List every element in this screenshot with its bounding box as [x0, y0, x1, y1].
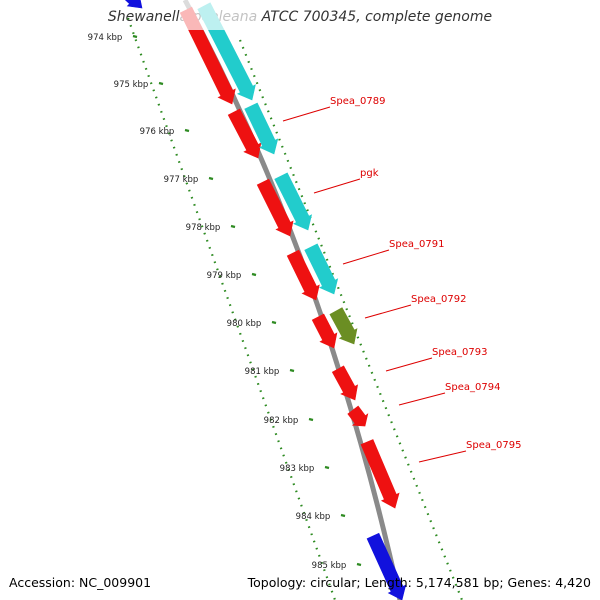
gene-label[interactable]: Spea_0789: [330, 96, 385, 107]
leader-line: [398, 392, 446, 406]
gene-label[interactable]: Spea_0794: [445, 382, 500, 393]
gene-label[interactable]: Spea_0793: [432, 347, 487, 358]
tick-label: 975 kbp: [114, 80, 149, 90]
tick-mark: [251, 272, 257, 277]
tick-mark: [308, 417, 314, 422]
tick-mark: [356, 562, 362, 567]
gene-arrow-blue-0[interactable]: [108, 0, 143, 9]
tick-label: 977 kbp: [164, 175, 199, 185]
tick-dots-layer: [126, 17, 464, 600]
gene-arrow-blue-14[interactable]: [366, 532, 407, 600]
leader-line: [418, 450, 467, 463]
accession-text: Accession: NC_009901: [9, 575, 152, 590]
gene-label[interactable]: Spea_0795: [466, 440, 521, 451]
gene-label[interactable]: Spea_0791: [389, 239, 444, 250]
leader-line: [342, 249, 390, 265]
gene-arrow-cyan-6[interactable]: [274, 172, 313, 231]
genes-layer: [108, 0, 407, 600]
leader-line: [313, 178, 361, 194]
tick-label: 983 kbp: [280, 464, 315, 474]
tick-mark: [340, 513, 346, 518]
gene-arrow-olive-10[interactable]: [329, 307, 358, 345]
leader-line: [282, 106, 331, 122]
backbone-layer: [182, 0, 403, 600]
leader-line: [385, 357, 433, 372]
tick-mark: [132, 34, 138, 39]
tick-label: 985 kbp: [312, 561, 347, 571]
gene-arrow-red-9[interactable]: [311, 313, 338, 349]
tick-labels-layer: 974 kbp 975 kbp 976 kbp 977 kbp 978 kbp 979 k…: [88, 33, 362, 571]
tick-label: 974 kbp: [88, 33, 123, 43]
tick-label: 978 kbp: [186, 223, 221, 233]
tick-mark: [208, 176, 214, 181]
gene-arrow-red-12[interactable]: [347, 405, 369, 427]
gene-arrow-red-3[interactable]: [227, 108, 262, 159]
gene-arrow-cyan-4[interactable]: [244, 102, 279, 155]
tick-label: 984 kbp: [296, 512, 331, 522]
genome-backbone: [182, 0, 403, 600]
tick-mark: [271, 320, 277, 325]
gene-label[interactable]: Spea_0792: [411, 294, 466, 305]
gene-arrow-red-13[interactable]: [360, 439, 400, 509]
tick-mark: [184, 128, 190, 133]
gene-label[interactable]: pgk: [360, 168, 379, 179]
tick-label: 981 kbp: [245, 367, 280, 377]
tick-mark: [158, 81, 164, 86]
gene-arrow-red-11[interactable]: [331, 365, 359, 401]
tick-mark: [230, 224, 236, 229]
leader-line: [364, 304, 412, 319]
tick-mark: [324, 465, 330, 470]
gene-arrow-red-7[interactable]: [286, 249, 320, 301]
tick-label: 979 kbp: [207, 271, 242, 281]
tick-label: 980 kbp: [227, 319, 262, 329]
tick-mark: [289, 368, 295, 373]
genome-summary-text: Topology: circular; Length: 5,174,581 bp…: [247, 575, 591, 590]
tick-label: 982 kbp: [264, 416, 299, 426]
outer-tick-line: [238, 39, 464, 600]
tick-label: 976 kbp: [140, 127, 175, 137]
gene-arrow-red-5[interactable]: [256, 178, 294, 237]
fade-overlay: [180, 0, 260, 30]
gene-arrow-cyan-8[interactable]: [304, 243, 339, 295]
